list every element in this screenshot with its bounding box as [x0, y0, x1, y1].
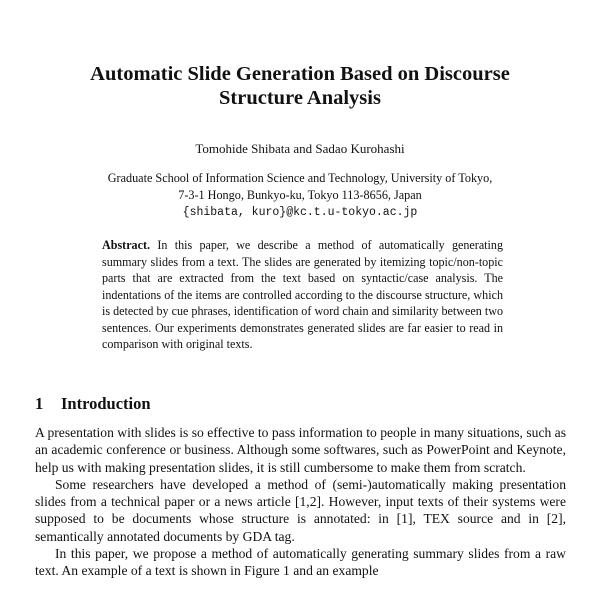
abstract-text: In this paper, we describe a method of a…: [102, 238, 503, 351]
body-text: A presentation with slides is so effecti…: [35, 424, 566, 580]
section-title: Introduction: [61, 394, 151, 413]
paragraph: Some researchers have developed a method…: [35, 476, 566, 544]
author-email: {shibata, kuro}@kc.t.u-tokyo.ac.jp: [182, 206, 418, 219]
authors: Tomohide Shibata and Sadao Kurohashi: [195, 141, 405, 156]
title-line-2: Structure Analysis: [219, 87, 381, 109]
paragraph: A presentation with slides is so effecti…: [35, 425, 566, 475]
title-line-1: Automatic Slide Generation Based on Disc…: [90, 63, 510, 85]
affiliation: Graduate School of Information Science a…: [0, 170, 600, 221]
section-heading: 1 Introduction: [35, 394, 151, 414]
paper-title: Automatic Slide Generation Based on Disc…: [0, 62, 600, 110]
section-number: 1: [35, 394, 44, 413]
paragraph: In this paper, we propose a method of au…: [35, 546, 566, 579]
affiliation-line-1: Graduate School of Information Science a…: [107, 171, 493, 185]
affiliation-line-2: 7-3-1 Hongo, Bunkyo-ku, Tokyo 113-8656, …: [178, 188, 422, 202]
abstract: Abstract. In this paper, we describe a m…: [102, 237, 503, 353]
abstract-label: Abstract.: [102, 238, 151, 252]
